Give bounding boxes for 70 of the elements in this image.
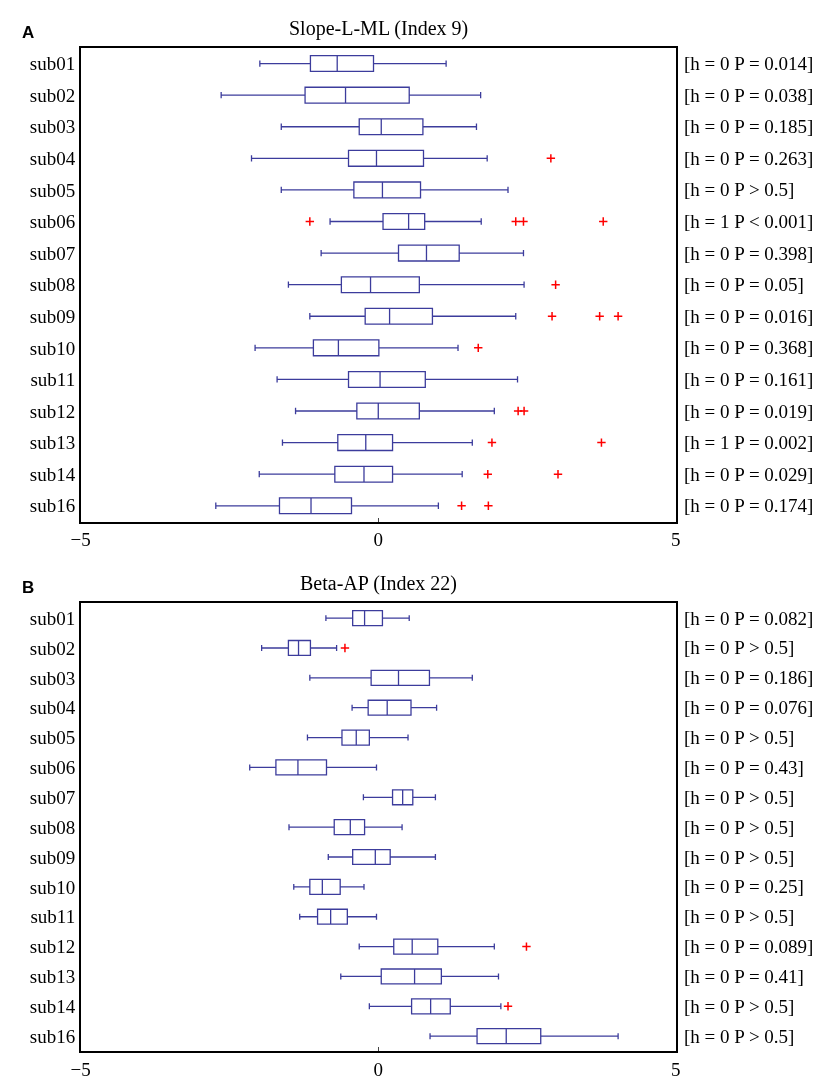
y-tick-label: sub01	[29, 607, 76, 629]
x-tick-label: 5	[671, 529, 681, 551]
y-tick-label: sub04	[29, 697, 76, 719]
y2-tick-label: [h = 0 P > 0.5]	[684, 179, 795, 200]
y-tick-label: sub02	[29, 637, 76, 659]
y2-tick-label: [h = 0 P = 0.263]	[684, 148, 814, 169]
y2-tick-label: [h = 0 P = 0.186]	[684, 667, 814, 688]
y-tick-label: sub16	[29, 1025, 76, 1047]
y2-tick-label: [h = 0 P = 0.014]	[684, 53, 814, 74]
y2-tick-label: [h = 0 P = 0.368]	[684, 337, 814, 358]
y2-tick-label: [h = 0 P = 0.076]	[684, 697, 814, 718]
y-tick-label: sub05	[29, 727, 76, 749]
chart-title: Slope-L-ML (Index 9)	[289, 17, 469, 40]
y-tick-label: sub06	[29, 757, 76, 779]
y-tick-label: sub09	[29, 846, 76, 868]
y2-tick-label: [h = 0 P = 0.082]	[684, 608, 814, 629]
y2-tick-label: [h = 0 P > 0.5]	[684, 1026, 795, 1047]
y2-tick-label: [h = 0 P = 0.016]	[684, 306, 814, 327]
y-tick-label: sub14	[29, 463, 76, 485]
y2-tick-label: [h = 0 P = 0.038]	[684, 85, 814, 106]
y-tick-label: sub11	[30, 906, 76, 928]
y2-tick-label: [h = 0 P = 0.05]	[684, 274, 804, 295]
x-tick-label: 0	[373, 529, 384, 551]
y2-tick-label: [h = 1 P = 0.002]	[684, 432, 814, 453]
y-tick-label: sub03	[29, 667, 76, 689]
x-tick-label: −5	[70, 529, 91, 551]
text: B	[22, 578, 35, 597]
y2-tick-label: [h = 0 P > 0.5]	[684, 906, 795, 927]
chart-title: Beta-AP (Index 22)	[300, 572, 457, 595]
y2-tick-label: [h = 0 P = 0.43]	[684, 757, 804, 778]
y2-tick-label: [h = 0 P = 0.029]	[684, 464, 814, 485]
y-tick-label: sub06	[29, 211, 76, 233]
y-tick-label: sub09	[29, 305, 76, 327]
y-tick-label: sub08	[29, 816, 76, 838]
y-tick-label: sub03	[29, 116, 76, 138]
y-tick-label: sub13	[29, 966, 76, 988]
y2-tick-label: [h = 0 P > 0.5]	[684, 847, 795, 868]
y2-tick-label: [h = 0 P = 0.019]	[684, 401, 814, 422]
y2-tick-label: [h = 0 P = 0.398]	[684, 243, 814, 264]
y-tick-label: sub01	[29, 53, 76, 75]
y-tick-label: sub14	[29, 995, 76, 1017]
text: A	[22, 23, 35, 42]
y2-tick-label: [h = 1 P < 0.001]	[684, 211, 814, 232]
y2-tick-label: [h = 0 P > 0.5]	[684, 637, 795, 658]
y2-tick-label: [h = 0 P = 0.185]	[684, 116, 814, 137]
y-tick-label: sub12	[29, 400, 76, 422]
y2-tick-label: [h = 0 P > 0.5]	[684, 996, 795, 1017]
y2-tick-label: [h = 0 P = 0.174]	[684, 495, 814, 516]
y2-tick-label: [h = 0 P > 0.5]	[684, 787, 795, 808]
y-tick-label: sub05	[29, 179, 76, 201]
y2-tick-label: [h = 0 P > 0.5]	[684, 817, 795, 838]
y-tick-label: sub16	[29, 495, 76, 517]
x-tick-label: −5	[70, 1058, 91, 1080]
x-tick-label: 5	[671, 1058, 681, 1080]
y-tick-label: sub10	[29, 337, 76, 359]
y2-tick-label: [h = 0 P = 0.41]	[684, 966, 804, 987]
y-tick-label: sub02	[29, 84, 76, 106]
y-tick-label: sub07	[29, 242, 76, 264]
y2-tick-label: [h = 0 P > 0.5]	[684, 727, 795, 748]
y-tick-label: sub12	[29, 936, 76, 958]
y2-tick-label: [h = 0 P = 0.161]	[684, 369, 814, 390]
y-tick-label: sub07	[29, 786, 76, 808]
x-tick-label: 0	[373, 1058, 384, 1080]
y-tick-label: sub08	[29, 274, 76, 296]
y-tick-label: sub10	[29, 876, 76, 898]
y-tick-label: sub13	[29, 432, 76, 454]
y2-tick-label: [h = 0 P = 0.089]	[684, 936, 814, 957]
y2-tick-label: [h = 0 P = 0.25]	[684, 876, 804, 897]
y-tick-label: sub04	[29, 147, 76, 169]
y-tick-label: sub11	[30, 369, 76, 391]
